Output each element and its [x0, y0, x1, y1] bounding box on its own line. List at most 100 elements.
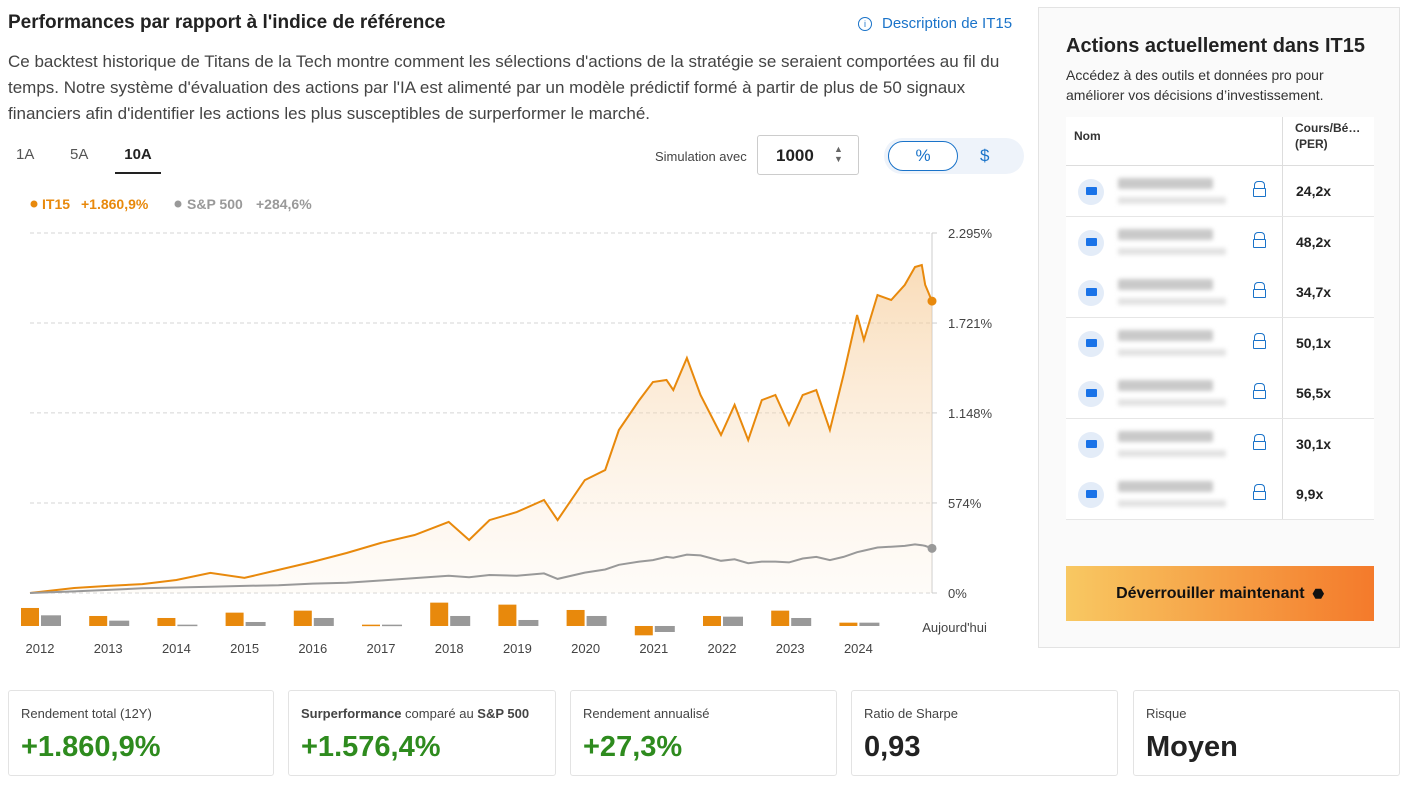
stock-icon-inner	[1086, 439, 1097, 448]
button-icon[interactable]: ⬣	[1312, 585, 1324, 601]
stock-icon-inner	[1086, 490, 1097, 498]
label-part: Surperformance	[301, 706, 402, 721]
bar	[654, 625, 675, 632]
legend-dot	[30, 200, 38, 208]
x-tick-label: 2023	[776, 641, 805, 656]
mode-dollar[interactable]: $	[980, 146, 990, 165]
line	[29, 263, 933, 594]
bar	[703, 615, 721, 626]
area	[30, 265, 932, 593]
blurred-name	[1118, 178, 1213, 189]
end-point	[927, 543, 937, 553]
blurred-name	[1118, 228, 1213, 240]
stock-icon-inner	[1086, 187, 1097, 195]
blurred-sub	[1118, 348, 1226, 356]
stat-card: Rendement total (12Y) +1.860,9%	[8, 690, 274, 776]
y-tick-label: 0%	[948, 586, 967, 601]
x-tick-label: 2014	[162, 641, 191, 656]
blurred-name	[1118, 481, 1213, 492]
end-point	[927, 296, 937, 306]
col-divider	[1282, 317, 1283, 368]
x-tick-label: 2013	[94, 641, 123, 656]
bar	[839, 622, 858, 626]
lock-icon	[1254, 383, 1265, 391]
legend-name: IT15	[42, 196, 70, 212]
sidebar-subtitle: Accédez à des outils et données pro pour…	[1066, 67, 1324, 103]
x-tick-label: 2015	[230, 641, 259, 656]
link-text[interactable]: Description de IT15	[882, 15, 1013, 32]
legend-value: +1.860,9%	[81, 196, 149, 212]
lock-icon	[1254, 484, 1265, 492]
x-tick-label: 2019	[503, 641, 532, 656]
stat-label: Ratio de Sharpe	[864, 706, 958, 721]
x-tick-label: 2017	[367, 641, 396, 656]
amount-input[interactable]: 1000 ▲ ▼	[757, 135, 859, 175]
blurred-sub	[1118, 298, 1226, 305]
y-tick-label: 574%	[948, 496, 982, 511]
stat-card: Ratio de Sharpe 0,93	[851, 690, 1118, 776]
tab[interactable]: 5A	[70, 146, 89, 163]
bar	[177, 624, 198, 627]
blurred-name	[1118, 279, 1213, 290]
col-header: (PER)	[1295, 137, 1328, 151]
mode-percent[interactable]: %	[888, 141, 958, 171]
button-text[interactable]: Déverrouiller maintenant	[1116, 584, 1305, 602]
bar	[518, 619, 539, 626]
lock-icon	[1254, 332, 1265, 341]
stat-card: Risque Moyen	[1133, 690, 1400, 776]
table-row: 50,1x	[1066, 317, 1374, 369]
bar	[41, 615, 61, 626]
blurred-sub	[1118, 247, 1226, 255]
stat-value: +1.860,9%	[21, 731, 161, 763]
unlock-button[interactable]: Déverrouiller maintenant ⬣	[1066, 566, 1374, 621]
x-tick-label: 2016	[298, 641, 327, 656]
tab[interactable]: 1A	[16, 146, 35, 163]
per-value: 34,7x	[1296, 284, 1332, 300]
bar	[723, 616, 743, 626]
tab-active[interactable]: 10A	[115, 146, 161, 174]
stock-icon-inner	[1086, 338, 1097, 347]
bar	[21, 607, 39, 626]
stock-icon-inner	[1086, 237, 1097, 246]
x-tick-label: 2024	[844, 641, 873, 656]
lock-icon	[1254, 231, 1265, 240]
x-tick-label: 2020	[571, 641, 600, 656]
bar	[498, 604, 517, 626]
table-header: Nom Cours/Bé… (PER)	[1066, 117, 1374, 167]
y-tick-label: 1.148%	[948, 406, 993, 421]
bar	[382, 624, 402, 627]
title: Performances par rapport à l'indice de r…	[8, 12, 446, 33]
bar	[634, 625, 653, 636]
description-link[interactable]: i Description de IT15	[858, 15, 1012, 32]
blurred-name	[1118, 380, 1213, 391]
y-tick-label: 1.721%	[948, 316, 993, 331]
bar	[362, 624, 380, 627]
per-value: 50,1x	[1296, 334, 1332, 351]
stat-label: Rendement total (12Y)	[21, 706, 152, 721]
spinner[interactable]: ▲ ▼	[834, 144, 843, 164]
amount[interactable]: 1000	[776, 146, 814, 165]
lock-icon	[1254, 282, 1265, 290]
bar	[109, 620, 130, 626]
x-tick-label: Aujourd'hui	[922, 620, 987, 635]
bar	[430, 602, 449, 626]
col-divider	[1282, 216, 1283, 267]
per-value: 30,1x	[1296, 435, 1332, 452]
simulation-label: Simulation avec	[655, 149, 747, 164]
lock-body	[1253, 440, 1266, 450]
lock-body	[1253, 238, 1266, 248]
bar	[586, 615, 607, 626]
stat-label: Rendement annualisé	[583, 706, 710, 721]
bar	[450, 615, 471, 626]
blurred-sub	[1118, 449, 1226, 457]
lock-body	[1253, 339, 1266, 349]
table-row: 9,9x	[1066, 469, 1374, 520]
y-tick-label: 2.295%	[948, 226, 993, 241]
mode-toggle[interactable]: % $	[884, 138, 1024, 174]
bar	[293, 610, 312, 626]
x-tick-label: 2012	[26, 641, 55, 656]
lock-icon	[1254, 433, 1265, 442]
line	[29, 543, 933, 594]
blurred-name	[1118, 430, 1213, 442]
